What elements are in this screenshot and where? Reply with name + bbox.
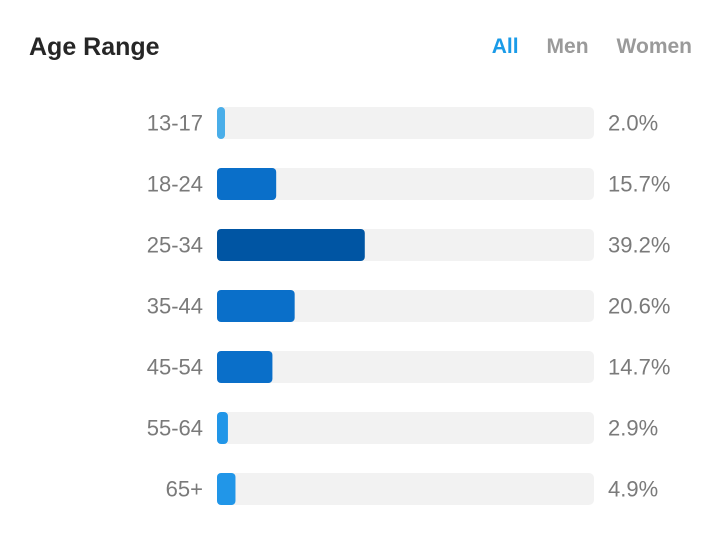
value-label-65-plus: 4.9% <box>608 477 658 502</box>
age-label-35-44: 35-44 <box>147 294 203 319</box>
value-label-45-54: 14.7% <box>608 355 670 380</box>
value-label-25-34: 39.2% <box>608 233 670 258</box>
age-label-55-64: 55-64 <box>147 416 203 441</box>
value-label-35-44: 20.6% <box>608 294 670 319</box>
bar-18-24[interactable] <box>217 168 277 200</box>
tab-men[interactable]: Men <box>546 35 589 58</box>
bar-55-64[interactable] <box>217 412 228 444</box>
age-label-25-34: 25-34 <box>147 233 203 258</box>
bar-track-45-54 <box>217 351 594 383</box>
filter-tabs: All Men Women <box>492 30 692 64</box>
age-label-65-plus: 65+ <box>166 477 203 502</box>
chart-header: Age Range All Men Women <box>0 0 720 96</box>
bar-13-17[interactable] <box>217 107 225 139</box>
tab-women[interactable]: Women <box>616 35 692 58</box>
bar-track-18-24 <box>217 168 594 200</box>
value-label-18-24: 15.7% <box>608 172 670 197</box>
bar-track-55-64 <box>217 412 594 444</box>
age-label-13-17: 13-17 <box>147 111 203 136</box>
bar-track-13-17 <box>217 107 594 139</box>
bar-25-34[interactable] <box>217 229 365 261</box>
value-label-55-64: 2.9% <box>608 416 658 441</box>
chart-title: Age Range <box>29 33 160 61</box>
value-label-13-17: 2.0% <box>608 111 658 136</box>
bar-35-44[interactable] <box>217 290 295 322</box>
bar-45-54[interactable] <box>217 351 273 383</box>
bar-track-65-plus <box>217 473 594 505</box>
tab-all[interactable]: All <box>491 35 519 58</box>
age-label-18-24: 18-24 <box>147 172 203 197</box>
bar-track-35-44 <box>217 290 594 322</box>
age-label-45-54: 45-54 <box>147 355 203 380</box>
bar-65-plus[interactable] <box>217 473 236 505</box>
